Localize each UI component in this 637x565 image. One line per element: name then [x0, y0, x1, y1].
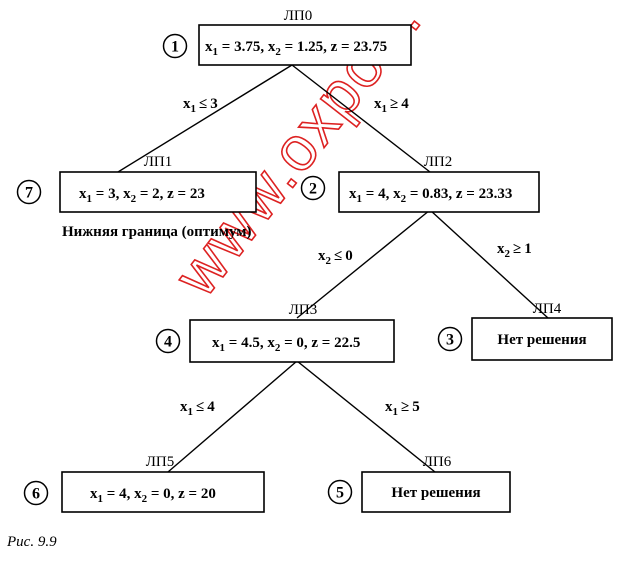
edge-n2-n3	[296, 209, 431, 319]
node-box	[471, 317, 613, 361]
edge-label-n2-n4: x2 ≥1	[497, 241, 532, 260]
order-circle	[327, 479, 353, 505]
order-circle	[23, 480, 49, 506]
edge-n3-n5	[167, 360, 298, 473]
node-lp3: ЛП3 x1 = 4.5, x2 = 0, z = 22.5 4	[155, 302, 395, 363]
node-solution: x1 = 4, x2 = 0, z = 20	[90, 486, 216, 505]
node-title: ЛП5	[146, 454, 175, 470]
node-title: ЛП0	[284, 8, 313, 24]
edges	[117, 64, 549, 473]
order-circle	[16, 179, 42, 205]
node-lp2: ЛП2 x1 = 4, x2 = 0.83, z = 23.33 2	[300, 154, 540, 213]
node-box	[338, 171, 540, 213]
node-solution: x1 = 4, x2 = 0.83, z = 23.33	[349, 186, 512, 205]
order-number: 4	[164, 334, 172, 351]
figure-caption: Рис. 9.9	[6, 534, 57, 550]
node-title: ЛП2	[424, 154, 453, 170]
lower-bound-note: Нижняя граница (оптимум)	[62, 224, 252, 240]
node-title: ЛП3	[289, 302, 318, 318]
node-title: ЛП6	[423, 454, 452, 470]
edge-label-n0-n1: x1 ≤3	[183, 96, 218, 115]
order-circle	[437, 326, 463, 352]
edge-n0-n2	[291, 64, 431, 173]
order-number: 6	[32, 486, 40, 503]
order-circle	[300, 175, 326, 201]
order-circle	[155, 328, 181, 354]
order-number: 3	[446, 332, 454, 349]
edge-n0-n1	[117, 64, 293, 173]
order-number: 5	[336, 485, 344, 502]
node-box	[61, 471, 265, 513]
node-title: ЛП4	[533, 301, 562, 317]
node-solution: x1 = 3, x2 = 2, z = 23	[79, 186, 205, 205]
node-lp6: ЛП6 Нет решения 5	[327, 454, 511, 513]
edge-labels: x1 ≤3 x1 ≥4 x2 ≤0 x2 ≥1 x1 ≤4 x1 ≥5	[180, 96, 532, 418]
order-circle	[162, 33, 188, 59]
order-number: 2	[309, 181, 317, 198]
node-lp5: ЛП5 x1 = 4, x2 = 0, z = 20 6	[23, 454, 265, 513]
node-box	[361, 471, 511, 513]
node-solution: x1 = 3.75, x2 = 1.25, z = 23.75	[205, 39, 387, 58]
order-number: 7	[25, 185, 33, 202]
edge-label-n2-n3: x2 ≤0	[318, 248, 353, 267]
node-box	[198, 24, 412, 66]
node-lp1: ЛП1 x1 = 3, x2 = 2, z = 23 7 Нижняя гран…	[16, 154, 257, 240]
edge-n3-n6	[296, 360, 436, 473]
node-solution: x1 = 4.5, x2 = 0, z = 22.5	[212, 335, 360, 354]
node-box	[59, 171, 257, 213]
edge-label-n3-n6: x1 ≥5	[385, 399, 420, 418]
no-solution-text: Нет решения	[497, 332, 586, 348]
no-solution-text: Нет решения	[391, 485, 480, 501]
node-box	[189, 319, 395, 363]
node-lp4: ЛП4 Нет решения 3	[437, 301, 613, 361]
edge-label-n3-n5: x1 ≤4	[180, 399, 215, 418]
node-title: ЛП1	[144, 154, 173, 170]
edge-n2-n4	[429, 209, 549, 319]
node-lp0: ЛП0 x1 = 3.75, x2 = 1.25, z = 23.75 1	[162, 8, 412, 66]
order-number: 1	[171, 39, 179, 56]
edge-label-n0-n2: x1 ≥4	[374, 96, 409, 115]
